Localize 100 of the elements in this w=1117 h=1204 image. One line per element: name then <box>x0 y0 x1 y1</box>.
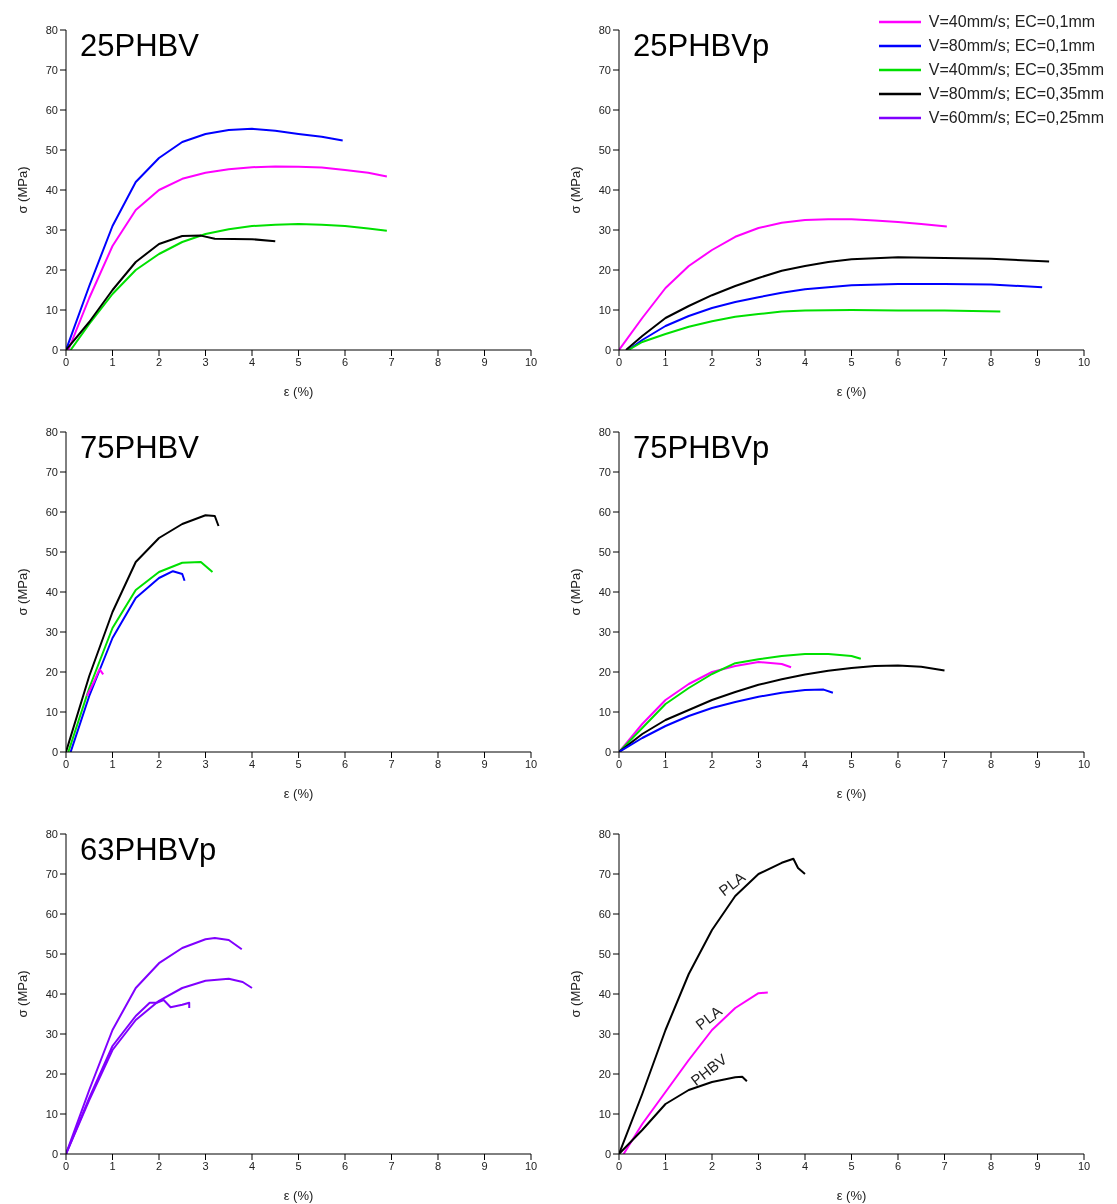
y-tick-label: 10 <box>45 303 58 316</box>
x-tick-label: 0 <box>615 355 623 368</box>
x-tick-label: 4 <box>248 757 256 770</box>
y-tick-label: 10 <box>598 1107 611 1120</box>
x-tick-label: 10 <box>524 757 538 770</box>
x-tick-label: 4 <box>248 355 256 368</box>
x-tick-label: 0 <box>615 1159 623 1172</box>
y-tick-label: 40 <box>598 585 611 598</box>
x-tick-label: 2 <box>155 757 163 770</box>
y-tick-label: 80 <box>598 827 611 840</box>
y-tick-label: 50 <box>598 143 611 156</box>
x-tick-label: 9 <box>1034 1159 1041 1172</box>
y-tick-label: 10 <box>598 705 611 718</box>
x-tick-label: 2 <box>708 355 716 368</box>
y-tick-label: 50 <box>598 947 611 960</box>
x-tick-label: 0 <box>62 1159 70 1172</box>
x-tick-label: 8 <box>987 355 995 368</box>
x-tick-label: 0 <box>615 757 623 770</box>
chart-title: 25PHBV <box>80 28 199 64</box>
x-tick-label: 7 <box>941 757 948 770</box>
legend-label: V=80mm/s; EC=0,1mm <box>928 37 1096 55</box>
x-tick-label: 7 <box>941 355 948 368</box>
x-tick-label: 5 <box>848 1159 855 1172</box>
y-axis-title: σ (MPa) <box>14 166 30 214</box>
y-tick-label: 70 <box>45 465 58 478</box>
x-axis-title: ε (%) <box>836 1188 867 1203</box>
y-tick-label: 0 <box>604 1147 611 1160</box>
y-tick-label: 40 <box>598 183 611 196</box>
y-tick-label: 80 <box>45 23 58 36</box>
text: V=60mm/s; EC=0,25mm <box>928 109 1104 126</box>
x-tick-label: 2 <box>155 355 163 368</box>
chart-title: 63PHBVp <box>80 832 217 868</box>
y-tick-label: 60 <box>598 907 611 920</box>
x-tick-label: 2 <box>708 1159 716 1172</box>
x-axis-title: ε (%) <box>283 384 314 399</box>
x-tick-label: 1 <box>662 757 669 770</box>
x-axis-title: ε (%) <box>283 1188 314 1203</box>
text: PLA <box>715 868 749 900</box>
legend-label: V=40mm/s; EC=0,35mm <box>928 61 1104 79</box>
x-axis-title: ε (%) <box>283 786 314 801</box>
x-tick-label: 6 <box>894 355 902 368</box>
y-tick-label: 40 <box>45 987 58 1000</box>
y-tick-label: 50 <box>45 143 58 156</box>
y-axis-title: σ (MPa) <box>567 568 583 616</box>
x-tick-label: 0 <box>62 757 70 770</box>
y-tick-label: 10 <box>598 303 611 316</box>
x-tick-label: 1 <box>662 1159 669 1172</box>
y-tick-label: 80 <box>598 23 611 36</box>
x-tick-label: 4 <box>801 757 809 770</box>
y-tick-label: 70 <box>45 867 58 880</box>
x-tick-label: 6 <box>894 757 902 770</box>
y-tick-label: 0 <box>604 343 611 356</box>
x-tick-label: 9 <box>481 355 488 368</box>
y-axis-title: σ (MPa) <box>14 568 30 616</box>
y-tick-label: 40 <box>45 183 58 196</box>
x-tick-label: 8 <box>434 1159 442 1172</box>
y-tick-label: 0 <box>51 343 58 356</box>
y-tick-label: 70 <box>45 63 58 76</box>
y-axis-title: σ (MPa) <box>14 970 30 1018</box>
y-tick-label: 20 <box>598 665 611 678</box>
x-tick-label: 10 <box>1077 355 1091 368</box>
x-tick-label: 3 <box>202 757 209 770</box>
x-tick-label: 7 <box>388 1159 395 1172</box>
x-tick-label: 3 <box>755 757 762 770</box>
x-tick-label: 7 <box>941 1159 948 1172</box>
y-tick-label: 30 <box>598 625 611 638</box>
y-tick-label: 10 <box>45 1107 58 1120</box>
y-tick-label: 20 <box>598 1067 611 1080</box>
y-tick-label: 60 <box>45 907 58 920</box>
y-tick-label: 0 <box>51 745 58 758</box>
x-tick-label: 2 <box>155 1159 163 1172</box>
x-tick-label: 8 <box>434 355 442 368</box>
x-tick-label: 3 <box>202 1159 209 1172</box>
x-tick-label: 10 <box>1077 1159 1091 1172</box>
y-tick-label: 20 <box>45 263 58 276</box>
legend-label: V=80mm/s; EC=0,35mm <box>928 85 1104 103</box>
x-tick-label: 3 <box>755 1159 762 1172</box>
y-tick-label: 0 <box>51 1147 58 1160</box>
y-tick-label: 80 <box>45 425 58 438</box>
x-tick-label: 4 <box>248 1159 256 1172</box>
x-tick-label: 3 <box>755 355 762 368</box>
y-axis-title: σ (MPa) <box>567 166 583 214</box>
x-tick-label: 5 <box>295 757 302 770</box>
x-tick-label: 4 <box>801 355 809 368</box>
y-tick-label: 30 <box>45 1027 58 1040</box>
y-tick-label: 60 <box>45 505 58 518</box>
x-tick-label: 5 <box>848 757 855 770</box>
y-tick-label: 40 <box>598 987 611 1000</box>
x-tick-label: 4 <box>801 1159 809 1172</box>
x-axis-title: ε (%) <box>836 384 867 399</box>
y-tick-label: 50 <box>45 947 58 960</box>
y-tick-label: 40 <box>45 585 58 598</box>
y-tick-label: 0 <box>604 745 611 758</box>
x-tick-label: 10 <box>1077 757 1091 770</box>
y-tick-label: 60 <box>598 103 611 116</box>
y-axis-title: σ (MPa) <box>567 970 583 1018</box>
x-tick-label: 6 <box>341 355 349 368</box>
y-tick-label: 30 <box>598 1027 611 1040</box>
x-tick-label: 9 <box>1034 757 1041 770</box>
chart-title: 25PHBVp <box>633 28 770 64</box>
